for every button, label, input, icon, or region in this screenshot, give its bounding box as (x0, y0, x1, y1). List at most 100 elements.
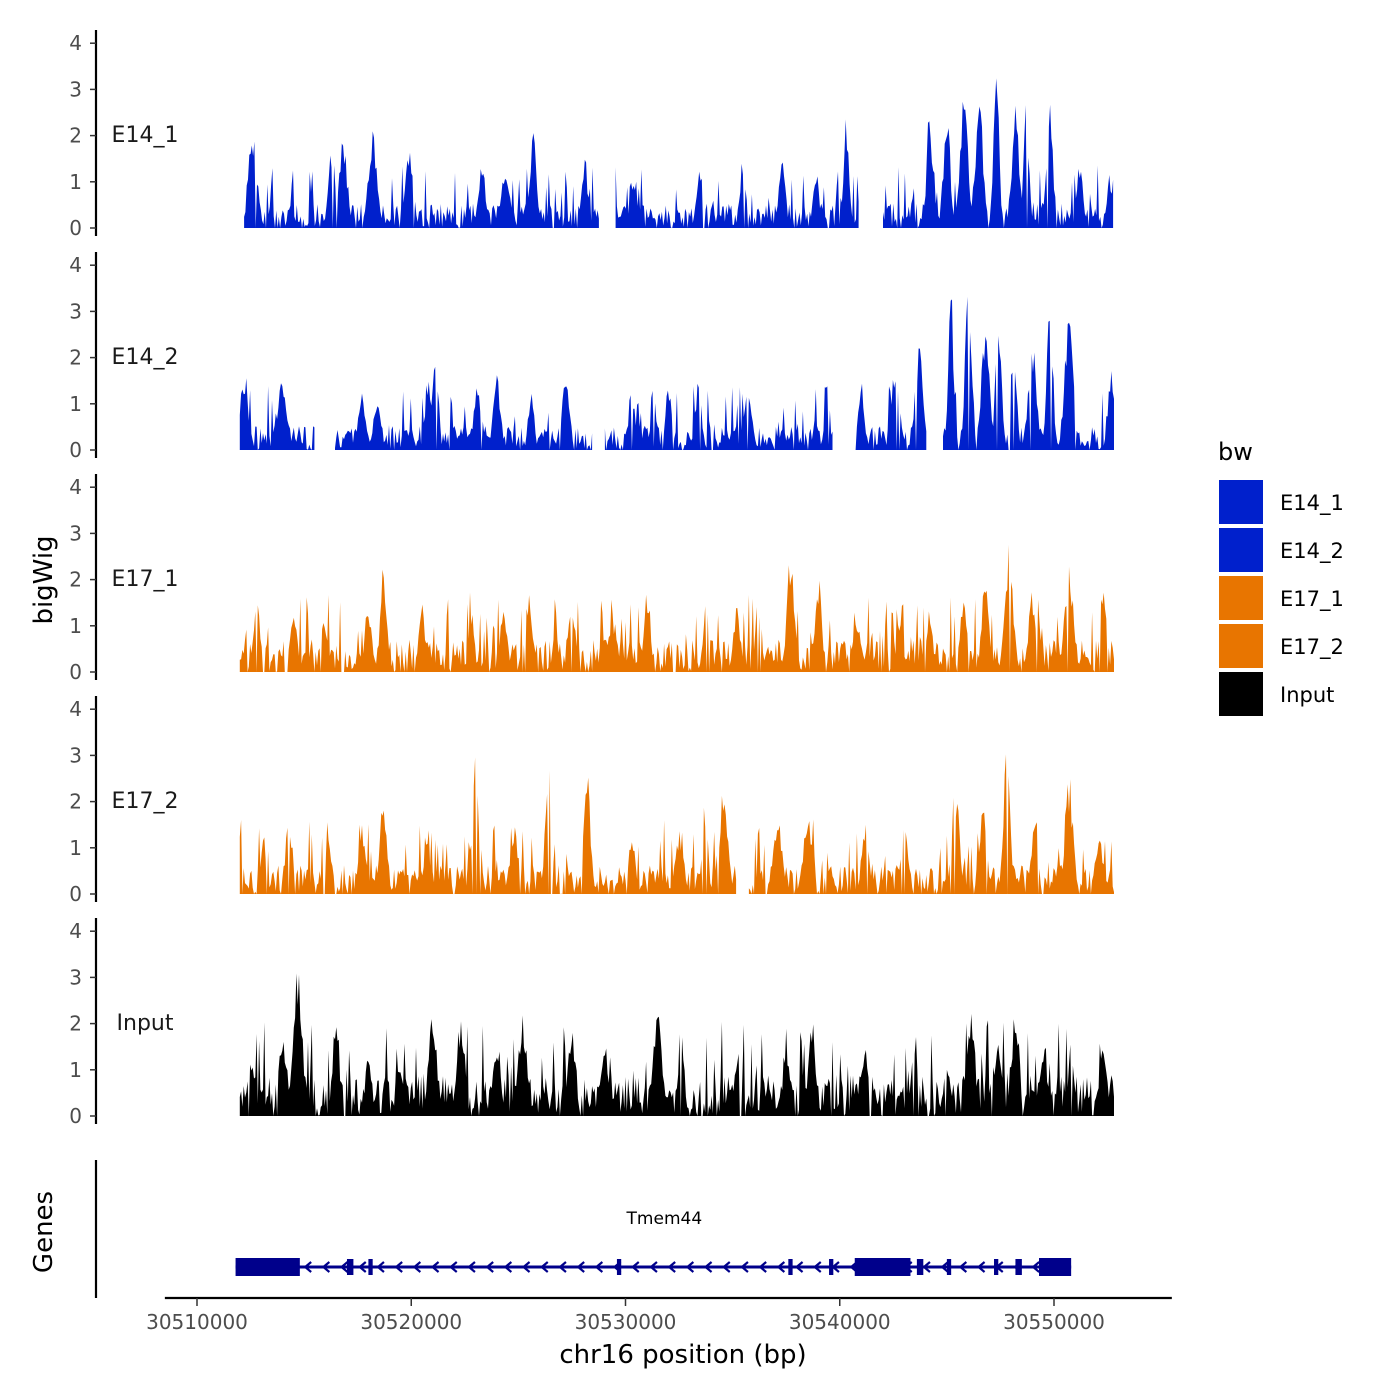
track-label: Input (117, 1011, 174, 1036)
y-tick-label: 1 (69, 614, 82, 638)
y-tick-label: 3 (69, 521, 82, 545)
signal-area-e14_2 (855, 348, 927, 450)
strand-arrow (667, 1261, 676, 1273)
strand-arrow (922, 1261, 931, 1273)
strand-arrow (485, 1261, 494, 1273)
y-tick-label: 1 (69, 392, 82, 416)
y-tick-label: 1 (69, 836, 82, 860)
strand-arrow (776, 1261, 786, 1273)
signal-area-e14_1 (883, 78, 1114, 229)
gene-exon (368, 1259, 373, 1275)
strand-arrow (813, 1261, 822, 1273)
strand-arrow (649, 1261, 658, 1273)
strand-arrow (740, 1261, 749, 1273)
y-tick-label: 4 (69, 697, 82, 721)
signal-area-e14_1 (244, 131, 599, 228)
legend-key (1219, 624, 1263, 668)
track-e14_1: 0 1 2 3 4 E14_1 (69, 30, 1114, 240)
strand-arrow (685, 1261, 695, 1273)
strand-arrow (449, 1261, 458, 1273)
strand-arrow (467, 1261, 476, 1273)
x-tick-label: 30530000 (575, 1310, 677, 1334)
gene-exon (235, 1258, 300, 1276)
signal-area-e14_2 (239, 378, 315, 450)
y-tick-label: 3 (69, 299, 82, 323)
signal-area-e17_1 (239, 544, 1115, 672)
legend-label: E17_2 (1280, 635, 1344, 660)
strand-arrow (758, 1261, 767, 1273)
legend-label: E14_2 (1280, 539, 1344, 564)
gene-exon (788, 1259, 793, 1275)
legend-label: E14_1 (1280, 491, 1344, 516)
strand-arrow (540, 1261, 549, 1273)
strand-arrow (394, 1261, 403, 1273)
y-axis-title: bigWig (29, 535, 59, 624)
y-tick-label: 1 (69, 1058, 82, 1082)
y-tick-label: 2 (69, 346, 82, 370)
legend-title: bw (1218, 438, 1253, 466)
strand-arrow (376, 1261, 385, 1273)
legend-key (1219, 528, 1263, 572)
bigwig-tracks: 0 1 2 3 4 E14_1 0 1 2 3 4 E14_2 0 1 2 3 4 E17_1 0 1 2 3 4 E17_2… (69, 30, 1115, 1128)
y-tick-label: 0 (69, 660, 82, 684)
signal-area-e14_1 (615, 119, 859, 228)
signal-area-e14_2 (335, 366, 593, 450)
x-tick-label: 30550000 (1003, 1310, 1105, 1334)
x-tick-label: 30510000 (146, 1310, 248, 1334)
strand-arrow (594, 1261, 604, 1273)
strand-arrow (503, 1261, 513, 1273)
y-tick-label: 1 (69, 170, 82, 194)
y-tick-label: 4 (69, 31, 82, 55)
y-tick-label: 4 (69, 475, 82, 499)
strand-arrow (358, 1261, 367, 1273)
x-axis-title: chr16 position (bp) (559, 1340, 806, 1370)
gene-exon (346, 1259, 354, 1275)
genes-panel: Tmem44 (94, 1160, 1072, 1298)
strand-arrow (794, 1261, 804, 1273)
x-tick-label: 30520000 (360, 1310, 462, 1334)
strand-arrow (339, 1261, 349, 1273)
strand-arrow (412, 1261, 422, 1273)
gene-exon (916, 1259, 924, 1275)
genes-axis-title: Genes (29, 1191, 59, 1273)
track-e17_2: 0 1 2 3 4 E17_2 (69, 696, 1114, 906)
legend-label: Input (1280, 683, 1334, 707)
y-tick-label: 4 (69, 253, 82, 277)
strand-arrow (940, 1261, 949, 1273)
signal-area-e17_2 (239, 757, 737, 894)
strand-arrow (722, 1261, 731, 1273)
strand-arrow (521, 1261, 531, 1273)
strand-arrow (576, 1261, 585, 1273)
x-tick-label: 30540000 (789, 1310, 891, 1334)
gene-exon (616, 1259, 622, 1275)
y-tick-label: 0 (69, 216, 82, 240)
y-tick-label: 0 (69, 882, 82, 906)
legend-key (1219, 480, 1263, 524)
signal-area-e14_2 (943, 296, 1114, 450)
track-e17_1: 0 1 2 3 4 E17_1 (69, 474, 1115, 684)
strand-arrow (321, 1261, 331, 1273)
strand-arrow (631, 1261, 640, 1273)
strand-arrow (976, 1261, 986, 1273)
y-tick-label: 4 (69, 919, 82, 943)
y-tick-label: 3 (69, 965, 82, 989)
track-label: E14_2 (112, 345, 179, 370)
y-tick-label: 0 (69, 1104, 82, 1128)
gene-exon (854, 1258, 911, 1276)
gene-exon (1039, 1258, 1072, 1276)
strand-arrow (1031, 1261, 1040, 1273)
strand-arrow (303, 1261, 312, 1273)
gene-exon (994, 1259, 999, 1275)
strand-arrow (430, 1261, 440, 1273)
gene-exon (1015, 1259, 1022, 1275)
y-tick-label: 2 (69, 790, 82, 814)
gene-exon (829, 1259, 834, 1275)
signal-area-e14_2 (604, 383, 833, 450)
y-tick-label: 0 (69, 438, 82, 462)
y-tick-label: 2 (69, 124, 82, 148)
gene-name-label: Tmem44 (626, 1209, 703, 1229)
track-input: 0 1 2 3 4 Input (69, 918, 1115, 1128)
legend-label: E17_1 (1280, 587, 1344, 612)
x-axis: 30510000 30520000 30530000 30540000 30550000 (146, 1296, 1172, 1334)
